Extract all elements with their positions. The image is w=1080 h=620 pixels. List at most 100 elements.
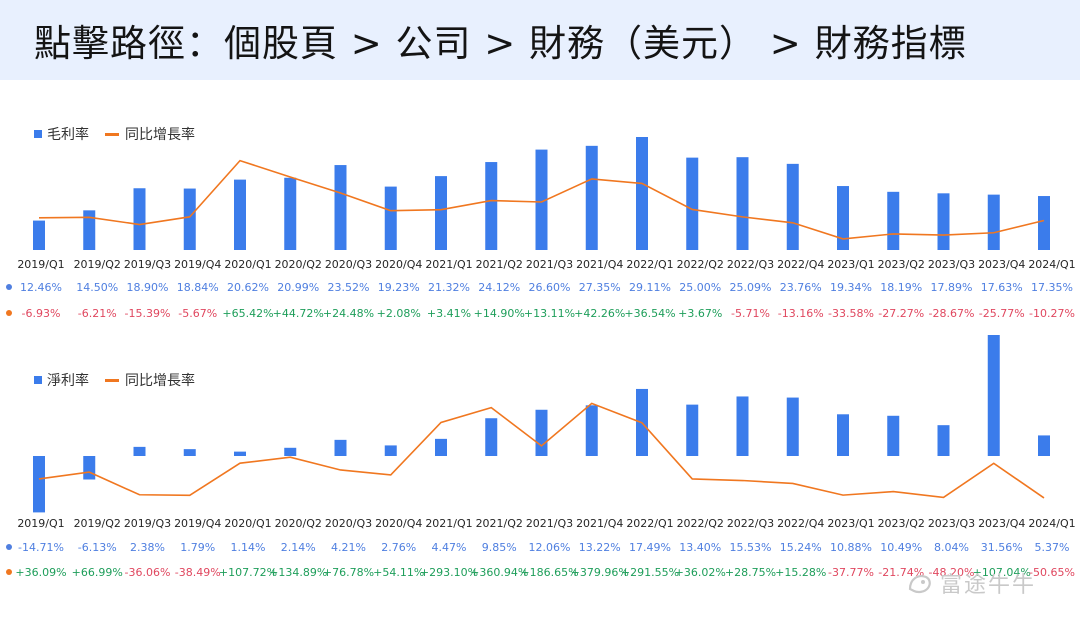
gross-margin-bar <box>133 188 146 250</box>
net-margin-bar <box>83 456 96 480</box>
gross-margin-growth-value-label: +44.72% <box>273 307 324 320</box>
gross-margin-category-label: 2023/Q4 <box>978 258 1025 271</box>
net-margin-category-label: 2023/Q1 <box>827 517 874 530</box>
net-margin-bar <box>686 404 699 456</box>
gross-margin-bar-value-label: 20.99% <box>277 281 319 294</box>
gross-margin-category-label: 2022/Q4 <box>777 258 824 271</box>
gross-margin-bar <box>636 137 648 250</box>
net-margin-category-label: 2021/Q2 <box>476 517 523 530</box>
net-margin-category-label: 2023/Q4 <box>978 517 1025 530</box>
gross-margin-category-label: 2023/Q1 <box>827 258 874 271</box>
gross-margin-bar <box>334 165 347 250</box>
net-margin-category-label: 2019/Q1 <box>17 517 64 530</box>
gross-margin-bar <box>887 191 900 250</box>
net-margin-category-label: 2019/Q4 <box>174 517 221 530</box>
net-margin-bar <box>183 449 196 456</box>
chart2-legend: 淨利率 同比增長率 <box>34 370 195 390</box>
gross-margin-category-label: 2022/Q3 <box>727 258 774 271</box>
net-margin-category-label: 2023/Q2 <box>878 517 925 530</box>
gross-margin-bar <box>736 157 749 250</box>
chart1-legend: 毛利率 同比增長率 <box>34 124 195 144</box>
net-margin-growth-value-label: +15.28% <box>775 566 826 579</box>
net-margin-bar <box>987 335 1000 456</box>
gross-margin-bar <box>1038 196 1050 250</box>
net-margin-growth-value-label: +291.55% <box>621 566 679 579</box>
net-margin-bar <box>384 445 397 456</box>
chart1-bar-legend-label: 毛利率 <box>47 127 89 143</box>
gross-margin-bar <box>937 193 950 250</box>
net-margin-bar <box>585 405 598 456</box>
gross-margin-bar <box>435 176 447 250</box>
gross-margin-bar <box>384 186 397 250</box>
gross-margin-bar-value-label: 23.52% <box>328 281 370 294</box>
line-legend-swatch <box>105 132 119 136</box>
gross-margin-bar-value-label: 17.89% <box>931 281 973 294</box>
net-margin-growth-value-label: +36.09% <box>15 566 66 579</box>
gross-margin-growth-value-label: +3.41% <box>427 307 471 320</box>
gross-margin-bar <box>284 177 297 250</box>
net-margin-category-label: 2020/Q3 <box>325 517 372 530</box>
net-margin-bar <box>887 415 900 456</box>
gross-margin-category-label: 2021/Q1 <box>425 258 472 271</box>
net-margin-bar-value-label: 1.14% <box>231 541 266 554</box>
watermark: 富途牛牛 <box>906 567 1036 599</box>
net-margin-growth-value-label: +28.75% <box>725 566 776 579</box>
gross-margin-bar-value-label: 18.84% <box>177 281 219 294</box>
net-margin-bar-value-label: 31.56% <box>981 541 1023 554</box>
gross-margin-growth-value-label: -5.67% <box>178 307 217 320</box>
futu-bull-icon <box>908 575 931 594</box>
gross-margin-category-label: 2022/Q2 <box>677 258 724 271</box>
net-margin-category-label: 2020/Q4 <box>375 517 422 530</box>
net-margin-bar-value-label: 2.76% <box>381 541 416 554</box>
net-margin-bar-value-label: 15.53% <box>730 541 772 554</box>
net-margin-bar-value-label: 15.24% <box>780 541 822 554</box>
net-margin-growth-row-dot <box>6 569 12 575</box>
chart2-line-legend-label: 同比增長率 <box>125 373 195 389</box>
gross-margin-growth-value-label: -25.77% <box>979 307 1025 320</box>
gross-margin-bar <box>686 157 699 250</box>
gross-margin-category-label: 2021/Q3 <box>526 258 573 271</box>
gross-margin-bar-value-label: 20.62% <box>227 281 269 294</box>
net-margin-growth-value-label: +54.11% <box>373 566 424 579</box>
gross-margin-bar-value-label: 12.46% <box>20 281 62 294</box>
gross-margin-bar-value-label: 14.50% <box>76 281 118 294</box>
gross-margin-bar-value-label: 21.32% <box>428 281 470 294</box>
gross-margin-growth-value-label: +65.42% <box>222 307 273 320</box>
page-header: 點擊路徑：個股頁 > 公司 > 財務（美元） > 財務指標 <box>0 0 1080 80</box>
net-margin-category-label: 2021/Q4 <box>576 517 623 530</box>
net-margin-growth-value-label: +293.10% <box>420 566 478 579</box>
gross-margin-bar-value-label: 25.09% <box>730 281 772 294</box>
net-margin-bar-value-label: 8.04% <box>934 541 969 554</box>
gross-margin-bar-value-label: 27.35% <box>579 281 621 294</box>
bar-legend-swatch <box>34 130 42 138</box>
gross-margin-growth-value-label: +14.90% <box>474 307 525 320</box>
net-margin-growth-value-label: -37.77% <box>828 566 874 579</box>
chart2-bar-legend-label: 淨利率 <box>47 373 89 389</box>
gross-margin-bar <box>33 220 45 250</box>
gross-margin-category-label: 2023/Q2 <box>878 258 925 271</box>
gross-margin-growth-value-label: -33.58% <box>828 307 874 320</box>
net-margin-growth-value-label: +107.04% <box>973 566 1031 579</box>
gross-margin-bar <box>585 145 598 250</box>
gross-margin-growth-value-label: +24.48% <box>323 307 374 320</box>
net-margin-bar-value-label: 9.85% <box>482 541 517 554</box>
net-margin-category-label: 2020/Q2 <box>275 517 322 530</box>
gross-margin-growth-value-label: -15.39% <box>125 307 171 320</box>
net-margin-bar-value-label: 10.88% <box>830 541 872 554</box>
gross-margin-growth-value-label: +13.11% <box>524 307 575 320</box>
gross-margin-bar-value-label: 29.11% <box>629 281 671 294</box>
net-margin-growth-value-label: +76.78% <box>323 566 374 579</box>
net-margin-growth-value-label: -38.49% <box>175 566 221 579</box>
net-margin-category-label: 2022/Q4 <box>777 517 824 530</box>
page-title: 點擊路徑：個股頁 > 公司 > 財務（美元） > 財務指標 <box>34 22 967 65</box>
gross-margin-category-label: 2023/Q3 <box>928 258 975 271</box>
gross-margin-growth-value-label: -10.27% <box>1029 307 1075 320</box>
gross-margin-bar <box>183 188 196 250</box>
net-margin-category-label: 2024/Q1 <box>1028 517 1075 530</box>
net-margin-bar-value-label: 4.21% <box>331 541 366 554</box>
gross-margin-category-label: 2020/Q4 <box>375 258 422 271</box>
gross-margin-growth-row-dot <box>6 310 12 316</box>
net-margin-category-label: 2020/Q1 <box>224 517 271 530</box>
gross-margin-bar-value-label: 23.76% <box>780 281 822 294</box>
